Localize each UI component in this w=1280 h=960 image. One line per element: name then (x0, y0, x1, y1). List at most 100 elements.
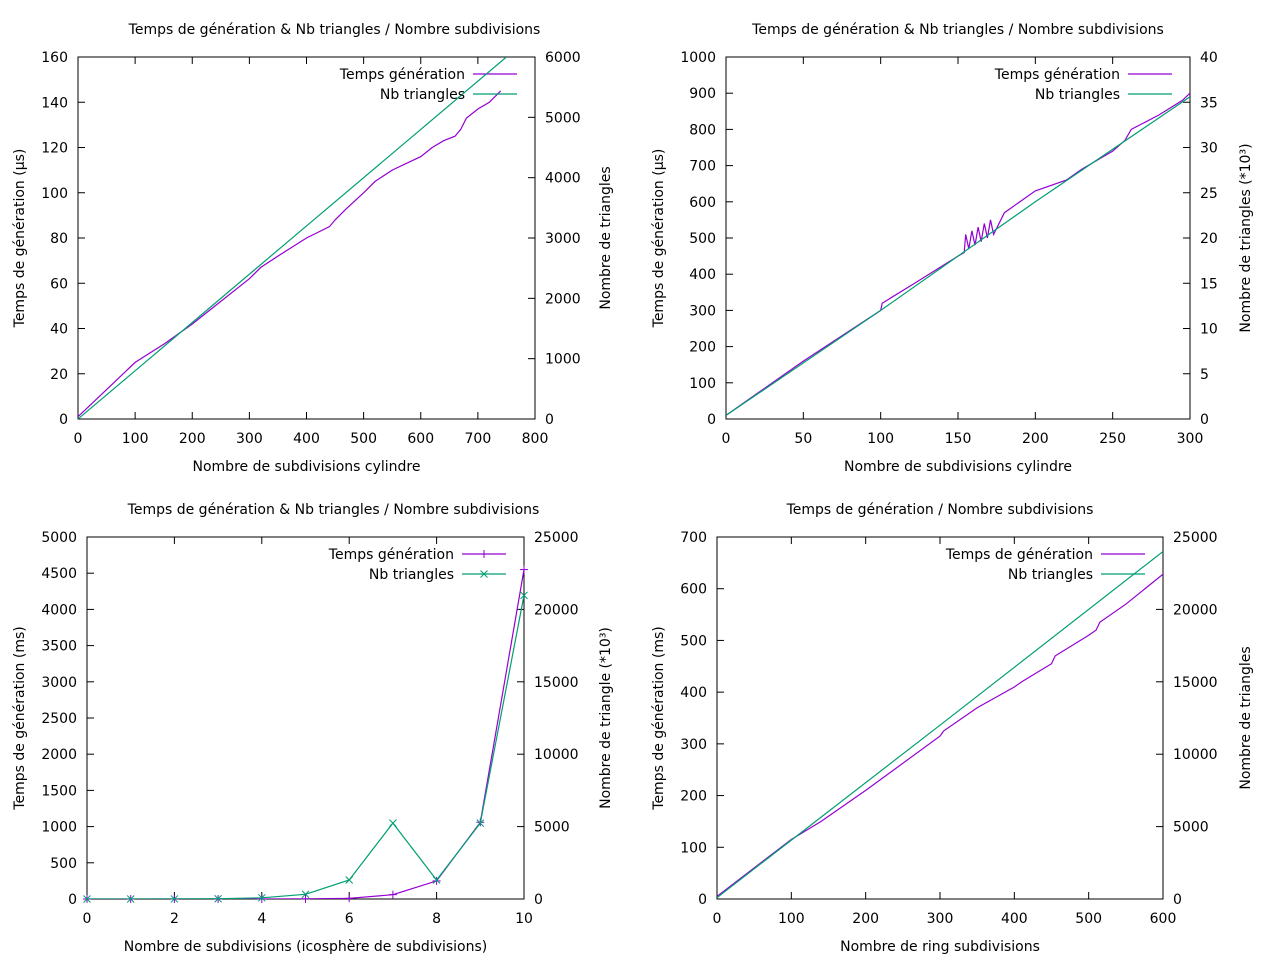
legend-label: Temps de génération (945, 547, 1093, 563)
data-point (214, 894, 222, 903)
legend-label: Nb triangles (369, 567, 454, 583)
y2-tick-label: 6000 (545, 50, 581, 66)
y-tick-label: 1000 (680, 50, 716, 66)
data-point (432, 876, 441, 884)
y-tick-label: 700 (680, 530, 707, 546)
y2-tick-label: 0 (1173, 892, 1182, 908)
series-line-1 (78, 90, 502, 418)
y2-tick-label: 10000 (534, 747, 579, 763)
y2-tick-label: 20000 (1173, 602, 1218, 618)
y2-tick-label: 3000 (545, 231, 581, 247)
y-tick-label: 20 (50, 367, 68, 383)
plot-frame (86, 536, 525, 900)
y-tick-label: 3000 (41, 675, 77, 691)
y2-tick-label: 1000 (545, 352, 581, 368)
y-tick-label: 2000 (41, 747, 77, 763)
x-tick-label: 700 (465, 431, 492, 447)
y-tick-label: 3500 (41, 639, 77, 655)
x-tick-label: 100 (867, 431, 894, 447)
x-tick-label: 200 (852, 911, 879, 927)
x-tick-label: 200 (1022, 431, 1049, 447)
y-tick-label: 0 (698, 892, 707, 908)
y2-tick-label: 0 (545, 412, 554, 428)
y-tick-label: 1500 (41, 783, 77, 799)
data-point (345, 876, 354, 884)
x-tick-label: 600 (407, 431, 434, 447)
data-point (257, 895, 266, 903)
y2-tick-label: 35 (1200, 95, 1218, 111)
x-tick-label: 500 (350, 431, 377, 447)
x-tick-label: 0 (722, 431, 731, 447)
y-tick-label: 600 (689, 195, 716, 211)
y-tick-label: 500 (689, 231, 716, 247)
y-tick-label: 60 (50, 276, 68, 292)
y-tick-label: 0 (707, 412, 716, 428)
y-tick-label: 1000 (41, 820, 77, 836)
y-tick-label: 2500 (41, 711, 77, 727)
x-axis-label: Nombre de ring subdivisions (840, 939, 1040, 955)
y-tick-label: 100 (689, 376, 716, 392)
y-tick-label: 900 (689, 86, 716, 102)
data-point (83, 895, 91, 903)
y-tick-label: 120 (41, 141, 68, 157)
chart-panel-4: Temps de génération / Nombre subdivision… (651, 502, 1254, 955)
y2-tick-label: 30 (1200, 141, 1218, 157)
y-axis-label: Temps de génération (ms) (651, 626, 667, 810)
y-tick-label: 100 (41, 186, 68, 202)
y-tick-label: 200 (680, 789, 707, 805)
y-tick-label: 300 (680, 737, 707, 753)
y-tick-label: 40 (50, 322, 68, 338)
y2-tick-label: 5000 (545, 110, 581, 126)
x-tick-label: 100 (122, 431, 149, 447)
series-line-1 (87, 569, 524, 899)
y2-tick-label: 10 (1200, 322, 1218, 338)
data-point (345, 894, 354, 903)
y-tick-label: 4500 (41, 566, 77, 582)
y2-tick-label: 40 (1200, 50, 1218, 66)
x-tick-label: 10 (515, 911, 533, 927)
legend-label: Temps génération (994, 67, 1120, 83)
x-tick-label: 0 (713, 911, 722, 927)
data-point (520, 591, 528, 600)
y-tick-label: 400 (680, 685, 707, 701)
x-axis-label: Nombre de subdivisions cylindre (193, 459, 421, 475)
legend-label: Nb triangles (380, 87, 465, 103)
data-point (301, 894, 310, 903)
x-tick-label: 4 (257, 911, 266, 927)
y-axis-label: Temps de génération (µs) (12, 149, 28, 329)
x-tick-label: 8 (432, 911, 441, 927)
x-tick-label: 2 (170, 911, 179, 927)
legend-label: Nb triangles (1008, 567, 1093, 583)
data-point (389, 819, 397, 827)
y2-tick-label: 25000 (534, 530, 579, 546)
y2-tick-label: 5000 (534, 820, 570, 836)
data-point (126, 895, 135, 903)
chart-panel-1: Temps de génération & Nb triangles / Nom… (12, 22, 614, 475)
y-tick-label: 600 (680, 582, 707, 598)
y2-tick-label: 4000 (545, 171, 581, 187)
y2-tick-label: 20000 (534, 602, 579, 618)
x-tick-label: 300 (236, 431, 263, 447)
x-tick-label: 600 (1150, 911, 1177, 927)
x-tick-label: 100 (778, 911, 805, 927)
series-line-2 (726, 96, 1190, 416)
y2-tick-label: 5 (1200, 367, 1209, 383)
x-tick-label: 300 (1177, 431, 1204, 447)
y-tick-label: 500 (680, 633, 707, 649)
x-tick-label: 300 (927, 911, 954, 927)
y-tick-label: 500 (50, 856, 77, 872)
y2-axis-label: Nombre de triangles (*10³) (1238, 143, 1254, 332)
legend-label: Temps génération (328, 547, 454, 563)
y2-tick-label: 15 (1200, 276, 1218, 292)
y-tick-label: 400 (689, 267, 716, 283)
data-point (476, 819, 485, 827)
x-tick-label: 400 (1001, 911, 1028, 927)
legend-label: Nb triangles (1035, 87, 1120, 103)
series-line-2 (78, 57, 507, 419)
y2-tick-label: 2000 (545, 291, 581, 307)
data-point (301, 890, 310, 899)
x-tick-label: 0 (83, 911, 92, 927)
y-axis-label: Temps de génération (µs) (651, 149, 667, 329)
y2-tick-label: 25 (1200, 186, 1218, 202)
chart-panel-2: Temps de génération & Nb triangles / Nom… (651, 22, 1254, 475)
